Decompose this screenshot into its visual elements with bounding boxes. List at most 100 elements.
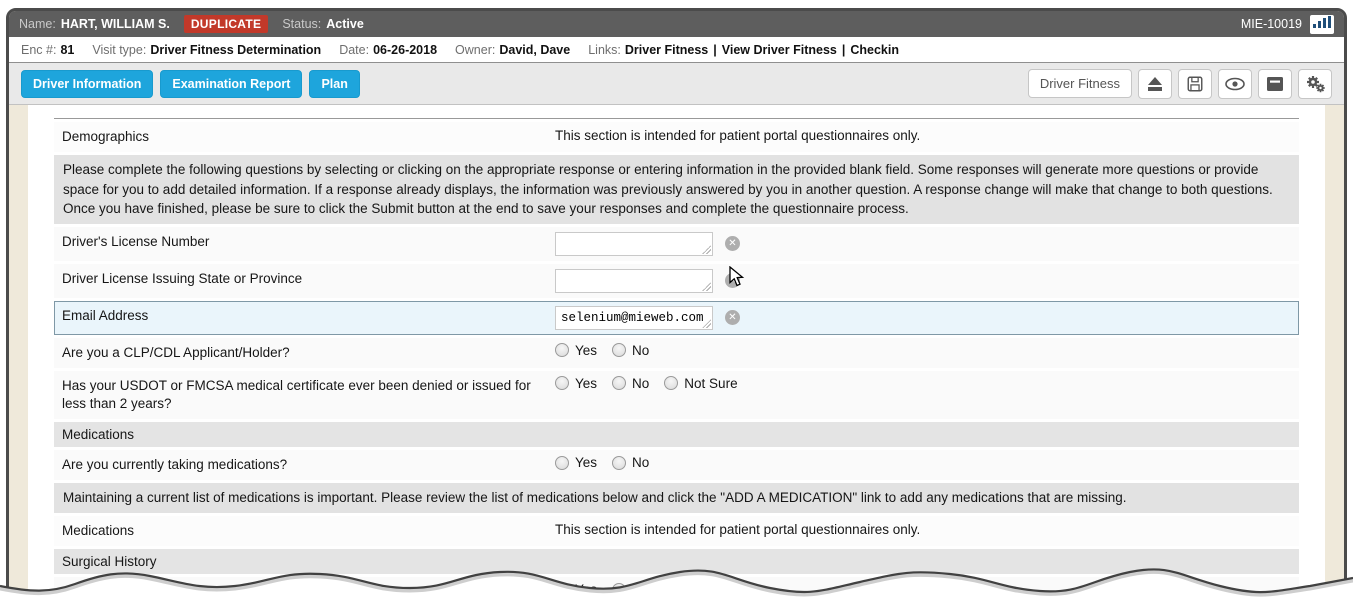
tab-driver-information[interactable]: Driver Information <box>21 69 154 98</box>
settings-button[interactable] <box>1298 68 1332 99</box>
driver-fitness-button[interactable]: Driver Fitness <box>1027 69 1132 98</box>
question-label: Demographics <box>62 129 150 144</box>
instruction-row: Please complete the following questions … <box>54 155 1299 224</box>
radio-option-label: No <box>632 342 650 358</box>
radio-button-icon[interactable] <box>612 582 627 597</box>
question-label: Driver License Issuing State or Province <box>62 270 303 286</box>
section-header: Surgical History <box>54 549 1299 575</box>
text-input[interactable] <box>555 268 713 293</box>
save-button[interactable] <box>1178 68 1212 99</box>
radio-button-icon[interactable] <box>555 455 569 470</box>
radio-option-label: Yes <box>575 455 598 471</box>
status-value: Active <box>326 17 364 31</box>
question-label: Driver's License Number <box>62 233 210 249</box>
radio-button-icon[interactable] <box>555 582 569 597</box>
duplicate-badge[interactable]: DUPLICATE <box>183 15 269 33</box>
text-answer: ✕ <box>555 265 1298 297</box>
eject-button[interactable] <box>1138 68 1172 99</box>
section-header-label: Surgical History <box>62 554 157 570</box>
radio-question-row: Have you ever had surgery? Yes No <box>54 577 1299 597</box>
radio-button-icon[interactable] <box>555 376 569 391</box>
radio-answer: Yes No <box>555 451 1298 474</box>
patient-name: HART, WILLIAM S. <box>60 17 170 31</box>
name-label: Name: <box>19 17 56 31</box>
tab-plan[interactable]: Plan <box>309 69 360 98</box>
gears-icon <box>1307 75 1325 92</box>
resize-grip-icon[interactable] <box>702 318 711 328</box>
question-label: Are you a CLP/CDL Applicant/Holder? <box>62 344 290 360</box>
radio-option-yes[interactable]: Yes <box>555 455 597 470</box>
archive-icon <box>1267 76 1283 91</box>
section-header: Medications <box>54 422 1299 448</box>
clear-field-icon[interactable]: ✕ <box>725 310 740 326</box>
radio-option-yes[interactable]: Yes <box>555 343 597 358</box>
tab-examination-report[interactable]: Examination Report <box>160 69 303 98</box>
encounter-links: Links: Driver Fitness | View Driver Fitness… <box>588 43 899 57</box>
encounter-link[interactable]: Driver Fitness <box>624 42 709 57</box>
text-question-row: Driver License Issuing State or Province… <box>54 263 1299 298</box>
encounter-bar: Enc #: 81 Visit type: Driver Fitness Deter… <box>9 37 1344 63</box>
clear-field-icon[interactable]: ✕ <box>725 273 740 289</box>
radio-button-icon[interactable] <box>612 343 627 358</box>
text-answer: ✕ <box>555 228 1298 260</box>
enc-number-label: Enc #: <box>21 42 57 57</box>
radio-option-label: Yes <box>575 582 598 597</box>
link-separator: | <box>841 42 846 57</box>
radio-option-label: Yes <box>575 342 598 358</box>
radio-option-label: Not Sure <box>684 375 738 391</box>
links-label: Links: <box>588 42 621 57</box>
eye-icon <box>1225 77 1245 90</box>
radio-option-not-sure[interactable]: Not Sure <box>664 375 738 391</box>
questionnaire-panel: Demographics This section is intended for… <box>28 105 1325 597</box>
patient-header-bar: Name: HART, WILLIAM S. DUPLICATE Status:… <box>9 11 1344 37</box>
resize-grip-icon[interactable] <box>702 281 711 291</box>
radio-answer: Yes No Not Sure <box>555 372 1298 395</box>
portal-note-text: This section is intended for patient por… <box>555 128 921 143</box>
text-input[interactable]: selenium@mieweb.com <box>555 305 713 330</box>
note-row: Demographics This section is intended for… <box>54 122 1299 153</box>
radio-answer: Yes No <box>555 339 1298 362</box>
text-input[interactable] <box>555 231 713 256</box>
radio-question-row: Are you currently taking medications? Yes… <box>54 450 1299 481</box>
radio-option-no[interactable]: No <box>612 582 649 597</box>
enc-number-value: 81 <box>60 42 75 57</box>
preview-button[interactable] <box>1218 68 1252 99</box>
radio-option-yes[interactable]: Yes <box>555 376 597 391</box>
question-label: Medications <box>62 522 135 538</box>
visit-type-label: Visit type: <box>92 42 147 57</box>
archive-button[interactable] <box>1258 68 1292 99</box>
radio-option-yes[interactable]: Yes <box>555 582 597 597</box>
date-value: 06-26-2018 <box>373 42 438 57</box>
resize-grip-icon[interactable] <box>702 244 711 254</box>
radio-option-label: No <box>632 455 650 471</box>
radio-option-no[interactable]: No <box>612 455 649 470</box>
radio-question-row: Are you a CLP/CDL Applicant/Holder? Yes No <box>54 337 1299 368</box>
portal-note: This section is intended for patient por… <box>555 123 1298 147</box>
radio-option-no[interactable]: No <box>612 376 649 391</box>
radio-button-icon[interactable] <box>664 376 679 391</box>
radio-button-icon[interactable] <box>555 343 569 358</box>
visit-type-value: Driver Fitness Determination <box>150 42 322 57</box>
toolbar: Driver Information Examination Report Plan… <box>9 63 1344 105</box>
clear-field-icon[interactable]: ✕ <box>725 236 740 252</box>
date-label: Date: <box>339 42 370 57</box>
app-window: Name: HART, WILLIAM S. DUPLICATE Status:… <box>6 8 1347 600</box>
mie-id: MIE-10019 <box>1240 17 1302 31</box>
link-separator: | <box>713 42 717 57</box>
encounter-link[interactable]: View Driver Fitness <box>721 42 837 57</box>
radio-button-icon[interactable] <box>612 455 627 470</box>
encounter-link[interactable]: Checkin <box>850 42 899 57</box>
section-header-label: Medications <box>62 427 135 443</box>
text-answer: selenium@mieweb.com ✕ <box>555 302 1298 334</box>
radio-option-no[interactable]: No <box>612 343 649 358</box>
radio-question-row: Has your USDOT or FMCSA medical certific… <box>54 370 1299 420</box>
radio-option-label: Yes <box>575 375 598 391</box>
text-question-row: Email Address selenium@mieweb.com ✕ <box>54 300 1299 335</box>
radio-option-label: No <box>632 375 650 391</box>
radio-button-icon[interactable] <box>612 376 627 391</box>
question-label: Have you ever had surgery? <box>62 584 232 597</box>
owner-value: David, Dave <box>499 42 571 57</box>
bar-chart-icon[interactable] <box>1310 14 1334 34</box>
question-label: Are you currently taking medications? <box>62 457 288 473</box>
portal-note: This section is intended for patient por… <box>555 517 1298 541</box>
